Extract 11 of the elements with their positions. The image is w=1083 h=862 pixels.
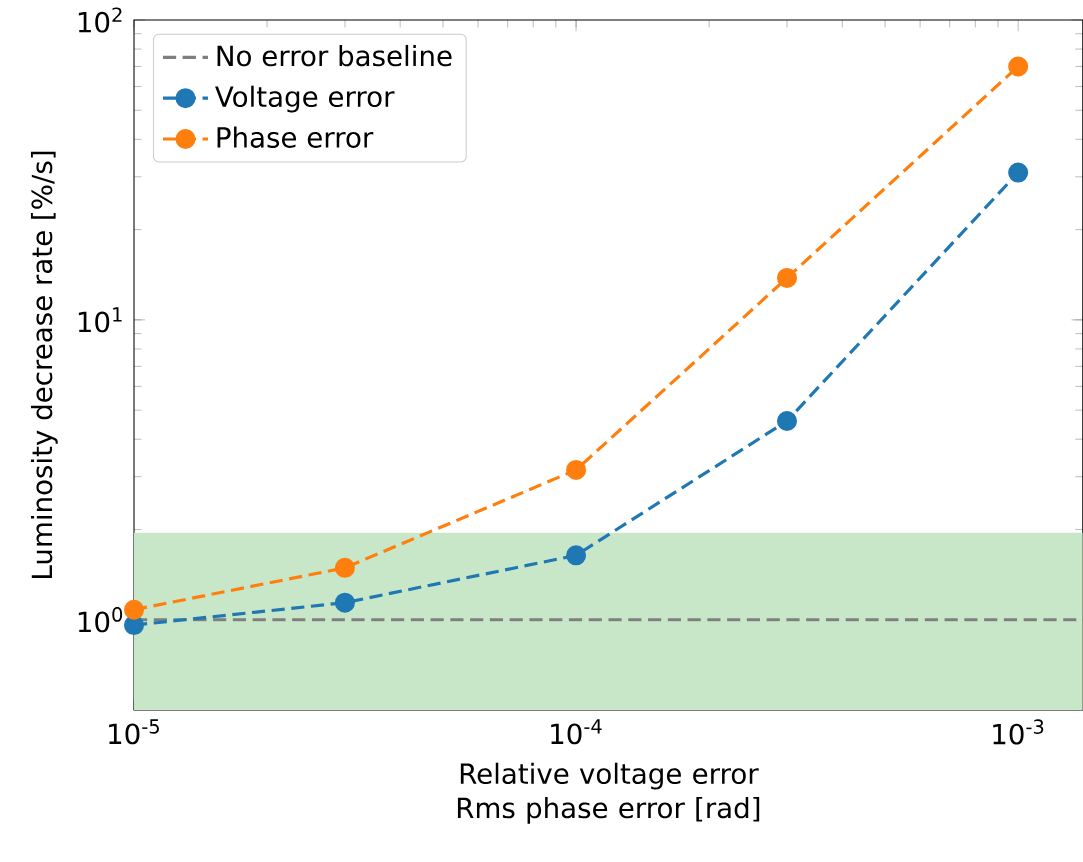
y-tick-label: 10$^{0}$ — [78, 607, 123, 633]
x-tick-label: 10$^{-5}$ — [109, 719, 159, 745]
x-axis-title: Relative voltage error Rms phase error [rad] — [457, 762, 760, 824]
y-tick-label: 10$^{2}$ — [78, 7, 122, 33]
y-axis-title: Luminosity decrease rate [%/s] — [30, 151, 58, 578]
x-tick-label: 10$^{-3}$ — [993, 719, 1044, 745]
legend-label: No error baseline — [217, 44, 452, 67]
legend-label: Voltage error — [215, 85, 395, 113]
legend-label: Phase error — [217, 126, 374, 148]
x-tick-label: 10$^{-4}$ — [551, 719, 602, 745]
y-tick-label: 10$^{1}$ — [78, 307, 122, 333]
